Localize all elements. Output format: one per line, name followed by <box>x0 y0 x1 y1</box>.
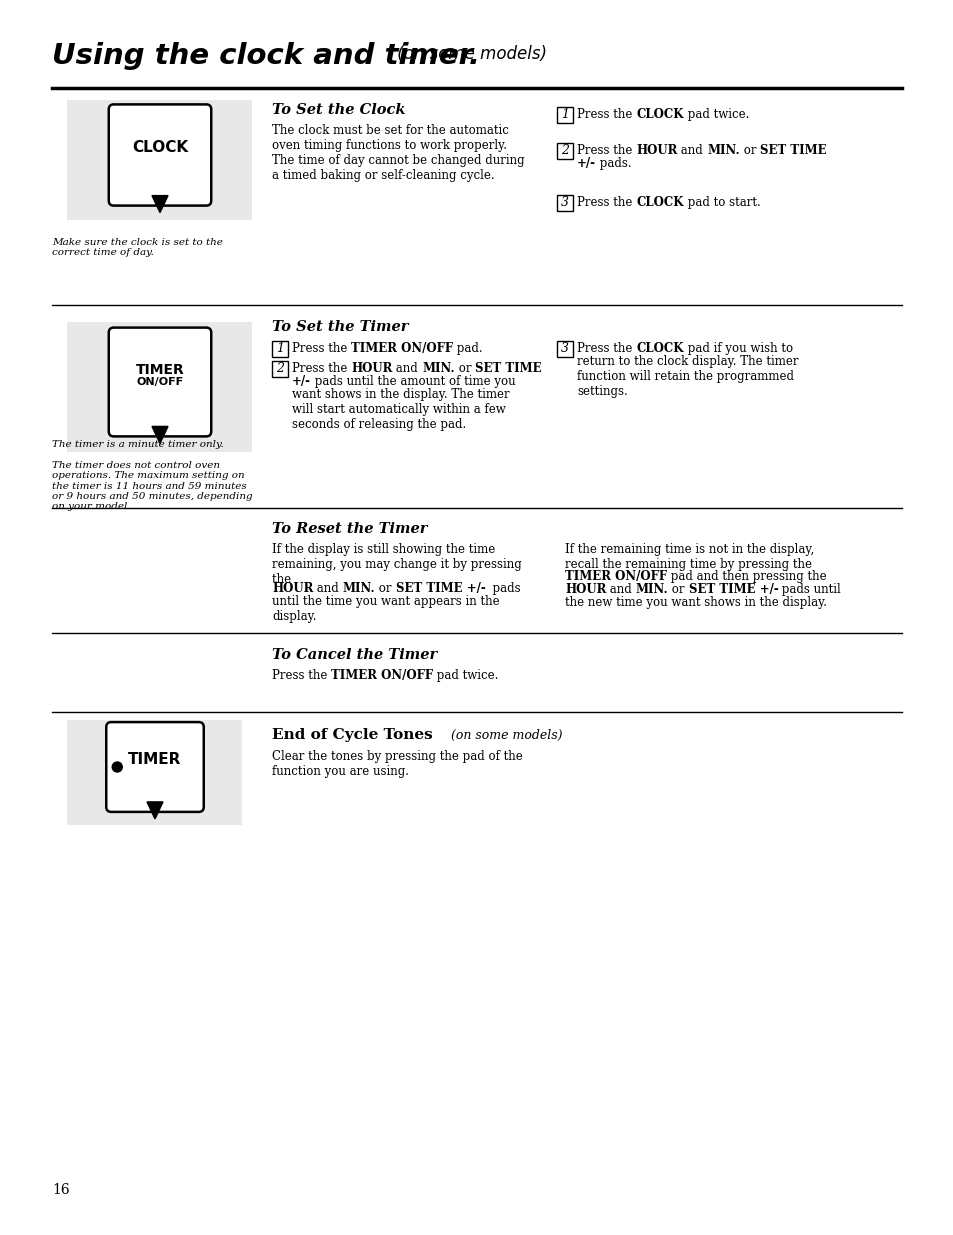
Text: To Set the Clock: To Set the Clock <box>272 103 405 117</box>
FancyBboxPatch shape <box>106 722 204 811</box>
Text: Press the: Press the <box>292 362 351 375</box>
Text: pad and then pressing the: pad and then pressing the <box>666 571 826 583</box>
Text: or: or <box>455 362 475 375</box>
Text: To Set the Timer: To Set the Timer <box>272 320 408 333</box>
Text: want shows in the display. The timer
will start automatically within a few
secon: want shows in the display. The timer wil… <box>292 388 509 431</box>
Text: TIMER ON/OFF: TIMER ON/OFF <box>564 571 666 583</box>
FancyBboxPatch shape <box>109 105 211 205</box>
Text: and: and <box>313 582 342 595</box>
Text: pads: pads <box>485 582 520 595</box>
Bar <box>272 341 288 357</box>
Text: CLOCK: CLOCK <box>636 107 683 121</box>
Text: pad if you wish to: pad if you wish to <box>683 342 792 354</box>
Text: Make sure the clock is set to the
correct time of day.: Make sure the clock is set to the correc… <box>52 238 223 257</box>
Text: To Reset the Timer: To Reset the Timer <box>272 522 427 536</box>
Text: 3: 3 <box>560 196 568 210</box>
Text: Press the: Press the <box>577 196 636 209</box>
Text: 2: 2 <box>275 363 284 375</box>
Text: HOUR: HOUR <box>272 582 313 595</box>
Text: TIMER ON/OFF: TIMER ON/OFF <box>331 669 433 682</box>
Text: Press the: Press the <box>292 342 351 354</box>
Text: HOUR: HOUR <box>564 583 606 597</box>
Text: pads.: pads. <box>596 157 631 170</box>
Text: 2: 2 <box>560 144 568 158</box>
FancyBboxPatch shape <box>109 327 211 436</box>
Text: TIMER: TIMER <box>128 752 181 767</box>
Text: SET TIME +/-: SET TIME +/- <box>395 582 485 595</box>
Text: MIN.: MIN. <box>421 362 455 375</box>
Text: If the remaining time is not in the display,
recall the remaining time by pressi: If the remaining time is not in the disp… <box>564 543 814 571</box>
Text: pad to start.: pad to start. <box>683 196 760 209</box>
Text: Press the: Press the <box>577 107 636 121</box>
Bar <box>68 720 242 825</box>
Text: TIMER ON/OFF: TIMER ON/OFF <box>351 342 453 354</box>
Text: (on some models): (on some models) <box>392 44 546 63</box>
Text: MIN.: MIN. <box>342 582 375 595</box>
Text: SET TIME: SET TIME <box>475 362 541 375</box>
Text: or: or <box>375 582 395 595</box>
Text: and: and <box>392 362 421 375</box>
Text: SET TIME +/-: SET TIME +/- <box>688 583 778 597</box>
Text: 16: 16 <box>52 1183 70 1197</box>
Text: TIMER: TIMER <box>135 363 184 377</box>
Text: and: and <box>677 144 706 157</box>
Text: and: and <box>606 583 636 597</box>
Text: 1: 1 <box>275 342 284 356</box>
Text: To Cancel the Timer: To Cancel the Timer <box>272 648 436 662</box>
Text: HOUR: HOUR <box>351 362 392 375</box>
Text: CLOCK: CLOCK <box>636 196 683 209</box>
Bar <box>557 341 573 357</box>
Polygon shape <box>152 195 168 212</box>
Text: or: or <box>739 144 760 157</box>
Bar <box>557 143 573 159</box>
Text: Using the clock and timer.: Using the clock and timer. <box>52 42 479 70</box>
Text: pad.: pad. <box>453 342 482 354</box>
Bar <box>68 322 253 452</box>
Text: (on some models): (on some models) <box>447 729 562 742</box>
Text: CLOCK: CLOCK <box>636 342 683 354</box>
Text: pads until the amount of time you: pads until the amount of time you <box>311 375 515 388</box>
Polygon shape <box>152 426 168 443</box>
Text: ON/OFF: ON/OFF <box>136 377 183 387</box>
Text: or: or <box>668 583 688 597</box>
Text: Press the: Press the <box>272 669 331 682</box>
Text: End of Cycle Tones: End of Cycle Tones <box>272 727 433 742</box>
Text: pad twice.: pad twice. <box>433 669 498 682</box>
Text: 3: 3 <box>560 342 568 356</box>
Text: SET TIME: SET TIME <box>760 144 825 157</box>
Text: until the time you want appears in the
display.: until the time you want appears in the d… <box>272 595 499 622</box>
Bar <box>557 107 573 124</box>
Bar <box>557 195 573 211</box>
Bar <box>272 361 288 377</box>
Bar <box>68 100 253 220</box>
Polygon shape <box>147 802 163 819</box>
Text: The clock must be set for the automatic
oven timing functions to work properly.
: The clock must be set for the automatic … <box>272 124 524 182</box>
Text: Clear the tones by pressing the pad of the
function you are using.: Clear the tones by pressing the pad of t… <box>272 750 522 778</box>
Circle shape <box>112 762 122 772</box>
Text: 1: 1 <box>560 109 568 121</box>
Text: +/-: +/- <box>292 375 311 388</box>
Text: HOUR: HOUR <box>636 144 677 157</box>
Text: The timer is a minute timer only.

The timer does not control oven
operations. T: The timer is a minute timer only. The ti… <box>52 440 253 511</box>
Text: Press the: Press the <box>577 144 636 157</box>
Text: return to the clock display. The timer
function will retain the programmed
setti: return to the clock display. The timer f… <box>577 354 798 398</box>
Text: CLOCK: CLOCK <box>132 141 188 156</box>
Text: +/-: +/- <box>577 157 596 170</box>
Text: MIN.: MIN. <box>706 144 739 157</box>
Text: If the display is still showing the time
remaining, you may change it by pressin: If the display is still showing the time… <box>272 543 521 585</box>
Text: Press the: Press the <box>577 342 636 354</box>
Text: MIN.: MIN. <box>636 583 668 597</box>
Text: pad twice.: pad twice. <box>683 107 748 121</box>
Text: the new time you want shows in the display.: the new time you want shows in the displ… <box>564 597 826 609</box>
Text: pads until: pads until <box>778 583 841 597</box>
